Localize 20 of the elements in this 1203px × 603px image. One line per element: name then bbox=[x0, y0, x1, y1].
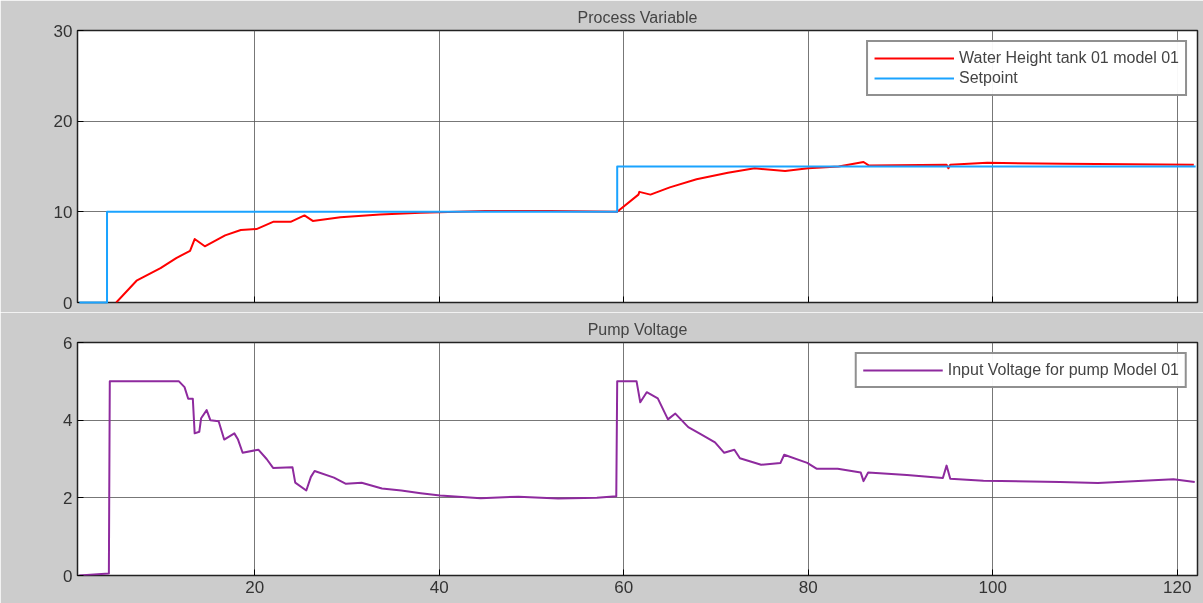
x-tick-label: 60 bbox=[614, 577, 634, 597]
legend-label: Setpoint bbox=[959, 69, 1018, 87]
x-tick-label: 120 bbox=[1163, 577, 1192, 597]
legend-label: Water Height tank 01 model 01 bbox=[959, 49, 1179, 67]
x-tick-label: 20 bbox=[245, 577, 265, 597]
y-tick-label: 4 bbox=[63, 411, 73, 431]
legend-label: Input Voltage for pump Model 01 bbox=[947, 361, 1179, 379]
line-series bbox=[78, 380, 1196, 576]
y-tick-label: 0 bbox=[63, 566, 73, 586]
y-tick-label: 2 bbox=[63, 488, 73, 508]
x-tick-label: 80 bbox=[798, 577, 818, 597]
y-tick-label: 6 bbox=[63, 333, 73, 353]
y-tick-label: 10 bbox=[53, 202, 73, 222]
chart-title: Process Variable bbox=[577, 8, 698, 26]
x-tick-label: 40 bbox=[429, 577, 449, 597]
chart-title: Pump Voltage bbox=[587, 320, 688, 338]
x-tick-label: 100 bbox=[978, 577, 1007, 597]
y-tick-label: 0 bbox=[63, 293, 73, 313]
y-tick-label: 30 bbox=[53, 21, 73, 41]
y-tick-label: 20 bbox=[53, 112, 73, 132]
